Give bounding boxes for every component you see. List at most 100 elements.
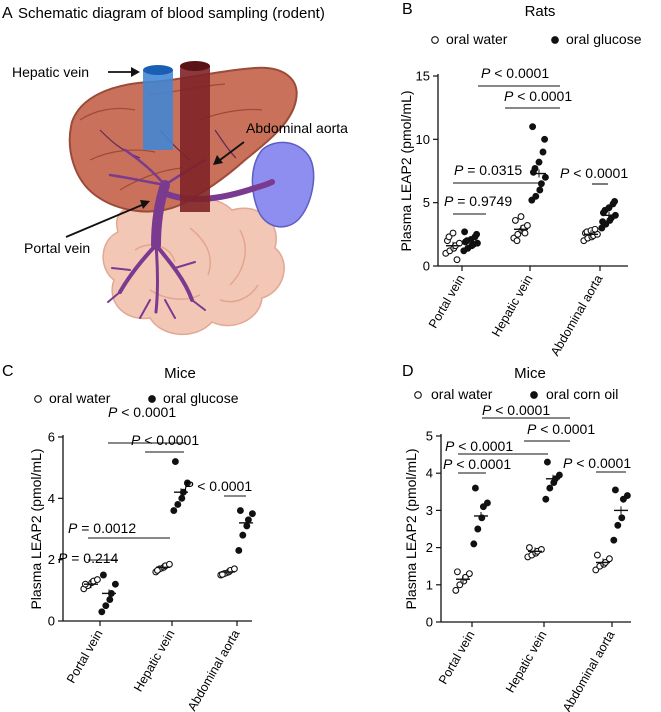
hepatic-vein-arrow bbox=[108, 67, 140, 77]
panel-d-p-value-4: P < 0.0001 bbox=[563, 455, 631, 471]
hepatic-vein-illustration bbox=[143, 65, 173, 150]
panel-b-point-water-0-7 bbox=[449, 229, 457, 237]
panel-b-x-tick-label-1: Hepatic vein bbox=[489, 272, 536, 339]
hepatic-vein-label: Hepatic vein bbox=[12, 64, 89, 80]
abdominal-aorta-arrow bbox=[213, 141, 245, 165]
panel-c-y-tick-label-0: 0 bbox=[48, 614, 55, 629]
panel-d-letter: D bbox=[402, 363, 414, 380]
panel-b-point-treated-0-10 bbox=[461, 228, 469, 236]
panel-d-legend-label-0: oral water bbox=[431, 386, 493, 402]
panel-c-point-treated-0-0 bbox=[98, 608, 106, 616]
panel-c-point-treated-0-1 bbox=[102, 602, 110, 610]
panel-c-y-tick-label-3: 6 bbox=[48, 430, 55, 445]
panel-b-p-value-0: P = 0.9749 bbox=[444, 193, 512, 209]
panel-d-point-water-1-5 bbox=[525, 544, 533, 552]
panel-b-point-treated-1-1 bbox=[532, 192, 540, 200]
panel-d-y-tick-label-3: 3 bbox=[426, 503, 433, 518]
panel-c-point-treated-1-0 bbox=[170, 507, 178, 515]
panel-b-y-label: Plasma LEAP2 (pmol/mL) bbox=[398, 90, 414, 251]
panel-c-chart: C Mice oral water oral glucose 0 2 4 6 Plasma LE… bbox=[2, 363, 256, 712]
panel-b-p-value-3: P < 0.0001 bbox=[504, 88, 572, 104]
panel-d-point-treated-1-4 bbox=[555, 471, 563, 479]
panel-c-p-value-1: P = 0.0012 bbox=[68, 520, 136, 536]
panel-b-point-treated-0-9 bbox=[473, 230, 481, 238]
panel-d-p-value-2: P < 0.0001 bbox=[482, 402, 550, 418]
panel-d-title: Mice bbox=[514, 365, 546, 382]
panel-c-p-value-4: P < 0.0001 bbox=[184, 478, 252, 494]
panel-b-point-water-1-1 bbox=[514, 230, 522, 238]
panel-b-point-water-0-6 bbox=[445, 233, 453, 241]
panel-d-point-water-2-4 bbox=[605, 555, 613, 563]
panel-b-legend-marker-1 bbox=[551, 36, 559, 44]
panel-b-y-tick-label-3: 15 bbox=[416, 69, 430, 84]
panel-a-letter: A bbox=[2, 5, 13, 22]
intestine-illustration bbox=[102, 197, 285, 335]
panel-c-p-value-2: P < 0.0001 bbox=[108, 404, 176, 420]
panel-d-point-treated-0-5 bbox=[471, 484, 479, 492]
panel-b-point-treated-1-4 bbox=[541, 173, 549, 181]
panel-b-point-water-1-7 bbox=[517, 213, 525, 221]
panel-c-point-treated-0-4 bbox=[111, 580, 119, 588]
aorta-illustration bbox=[180, 61, 210, 212]
panel-c-point-water-1-5 bbox=[153, 566, 161, 574]
panel-b-point-water-1-8 bbox=[521, 229, 529, 237]
panel-d-point-treated-1-0 bbox=[542, 495, 550, 503]
panel-c-x-tick-label-2: Abdominal aorta bbox=[185, 627, 243, 712]
panel-c-letter: C bbox=[2, 363, 14, 380]
panel-d-y-tick-label-2: 2 bbox=[426, 540, 433, 555]
panel-d-point-treated-0-0 bbox=[470, 540, 478, 548]
panel-c-point-treated-2-4 bbox=[248, 510, 256, 518]
panel-a: A Schematic diagram of blood sampling (r… bbox=[2, 5, 348, 335]
panel-b-point-water-1-6 bbox=[513, 237, 521, 245]
panel-c-point-treated-1-5 bbox=[171, 458, 179, 465]
panel-b-point-treated-2-10 bbox=[599, 218, 607, 226]
panel-c-point-treated-1-1 bbox=[174, 501, 182, 508]
panel-c-legend-marker-0 bbox=[34, 395, 42, 403]
panel-d-point-treated-2-1 bbox=[614, 521, 622, 529]
panel-c-point-treated-2-5 bbox=[236, 507, 244, 515]
panel-b-p-value-1: P = 0.0315 bbox=[454, 162, 522, 178]
panel-d-y-tick-label-1: 1 bbox=[426, 577, 433, 592]
panel-c-point-treated-1-2 bbox=[178, 494, 186, 502]
panel-c-legend-label-1: oral glucose bbox=[163, 390, 239, 406]
panel-d-p-value-0: P < 0.0001 bbox=[443, 456, 511, 472]
panel-d-point-treated-2-5 bbox=[611, 486, 619, 494]
panel-d-point-water-0-0 bbox=[452, 586, 460, 594]
panel-c-point-water-0-4 bbox=[93, 576, 101, 584]
panel-b-point-treated-1-0 bbox=[528, 196, 536, 204]
panel-b-point-treated-2-9 bbox=[611, 197, 619, 205]
panel-b-point-treated-1-10 bbox=[529, 123, 537, 131]
panel-b-y-tick-label-2: 10 bbox=[416, 132, 430, 147]
panel-b-x-tick-label-2: Abdominal aorta bbox=[548, 272, 606, 358]
panel-c-point-treated-2-0 bbox=[235, 547, 243, 554]
panel-b-y-tick-label-1: 5 bbox=[423, 195, 430, 210]
panel-d-point-treated-2-0 bbox=[610, 536, 618, 544]
panel-d-x-tick-label-0: Portal vein bbox=[436, 628, 478, 686]
panel-c-point-water-2-4 bbox=[230, 565, 238, 573]
panel-b-point-treated-1-3 bbox=[537, 180, 545, 188]
panel-b-point-water-2-8 bbox=[591, 225, 599, 233]
panel-d-point-water-0-5 bbox=[453, 568, 461, 576]
panel-d-point-treated-0-1 bbox=[474, 525, 482, 533]
panel-b-x-tick-label-0: Portal vein bbox=[426, 272, 468, 330]
panel-d-legend-marker-0 bbox=[414, 391, 422, 399]
panel-c-y-tick-label-1: 2 bbox=[48, 552, 55, 567]
panel-c-point-treated-2-2 bbox=[243, 522, 251, 530]
panel-b-chart: B Rats oral water oral glucose 0 5 10 15Plasma … bbox=[398, 1, 642, 358]
panel-b-point-treated-0-4 bbox=[473, 239, 481, 247]
panel-d-y-label: Plasma LEAP2 (pmol/mL) bbox=[403, 448, 419, 609]
panel-c-x-tick-label-0: Portal vein bbox=[64, 627, 106, 685]
panel-d-point-treated-1-5 bbox=[543, 458, 551, 466]
panel-d-legend-marker-1 bbox=[530, 391, 538, 399]
panel-b-point-treated-1-2 bbox=[536, 186, 544, 194]
panel-b-title: Rats bbox=[525, 3, 556, 20]
panel-b-point-treated-2-0 bbox=[598, 224, 606, 232]
panel-c-p-value-0: P = 0.214 bbox=[58, 550, 119, 566]
panel-d-p-value-1: P < 0.0001 bbox=[445, 438, 513, 454]
panel-d-point-treated-1-1 bbox=[546, 484, 554, 492]
panel-b-point-water-1-4 bbox=[523, 222, 531, 229]
panel-d-y-tick-label-4: 4 bbox=[426, 466, 433, 481]
panel-c-point-water-1-4 bbox=[165, 560, 173, 568]
panel-c-y-tick-label-2: 4 bbox=[48, 491, 55, 506]
